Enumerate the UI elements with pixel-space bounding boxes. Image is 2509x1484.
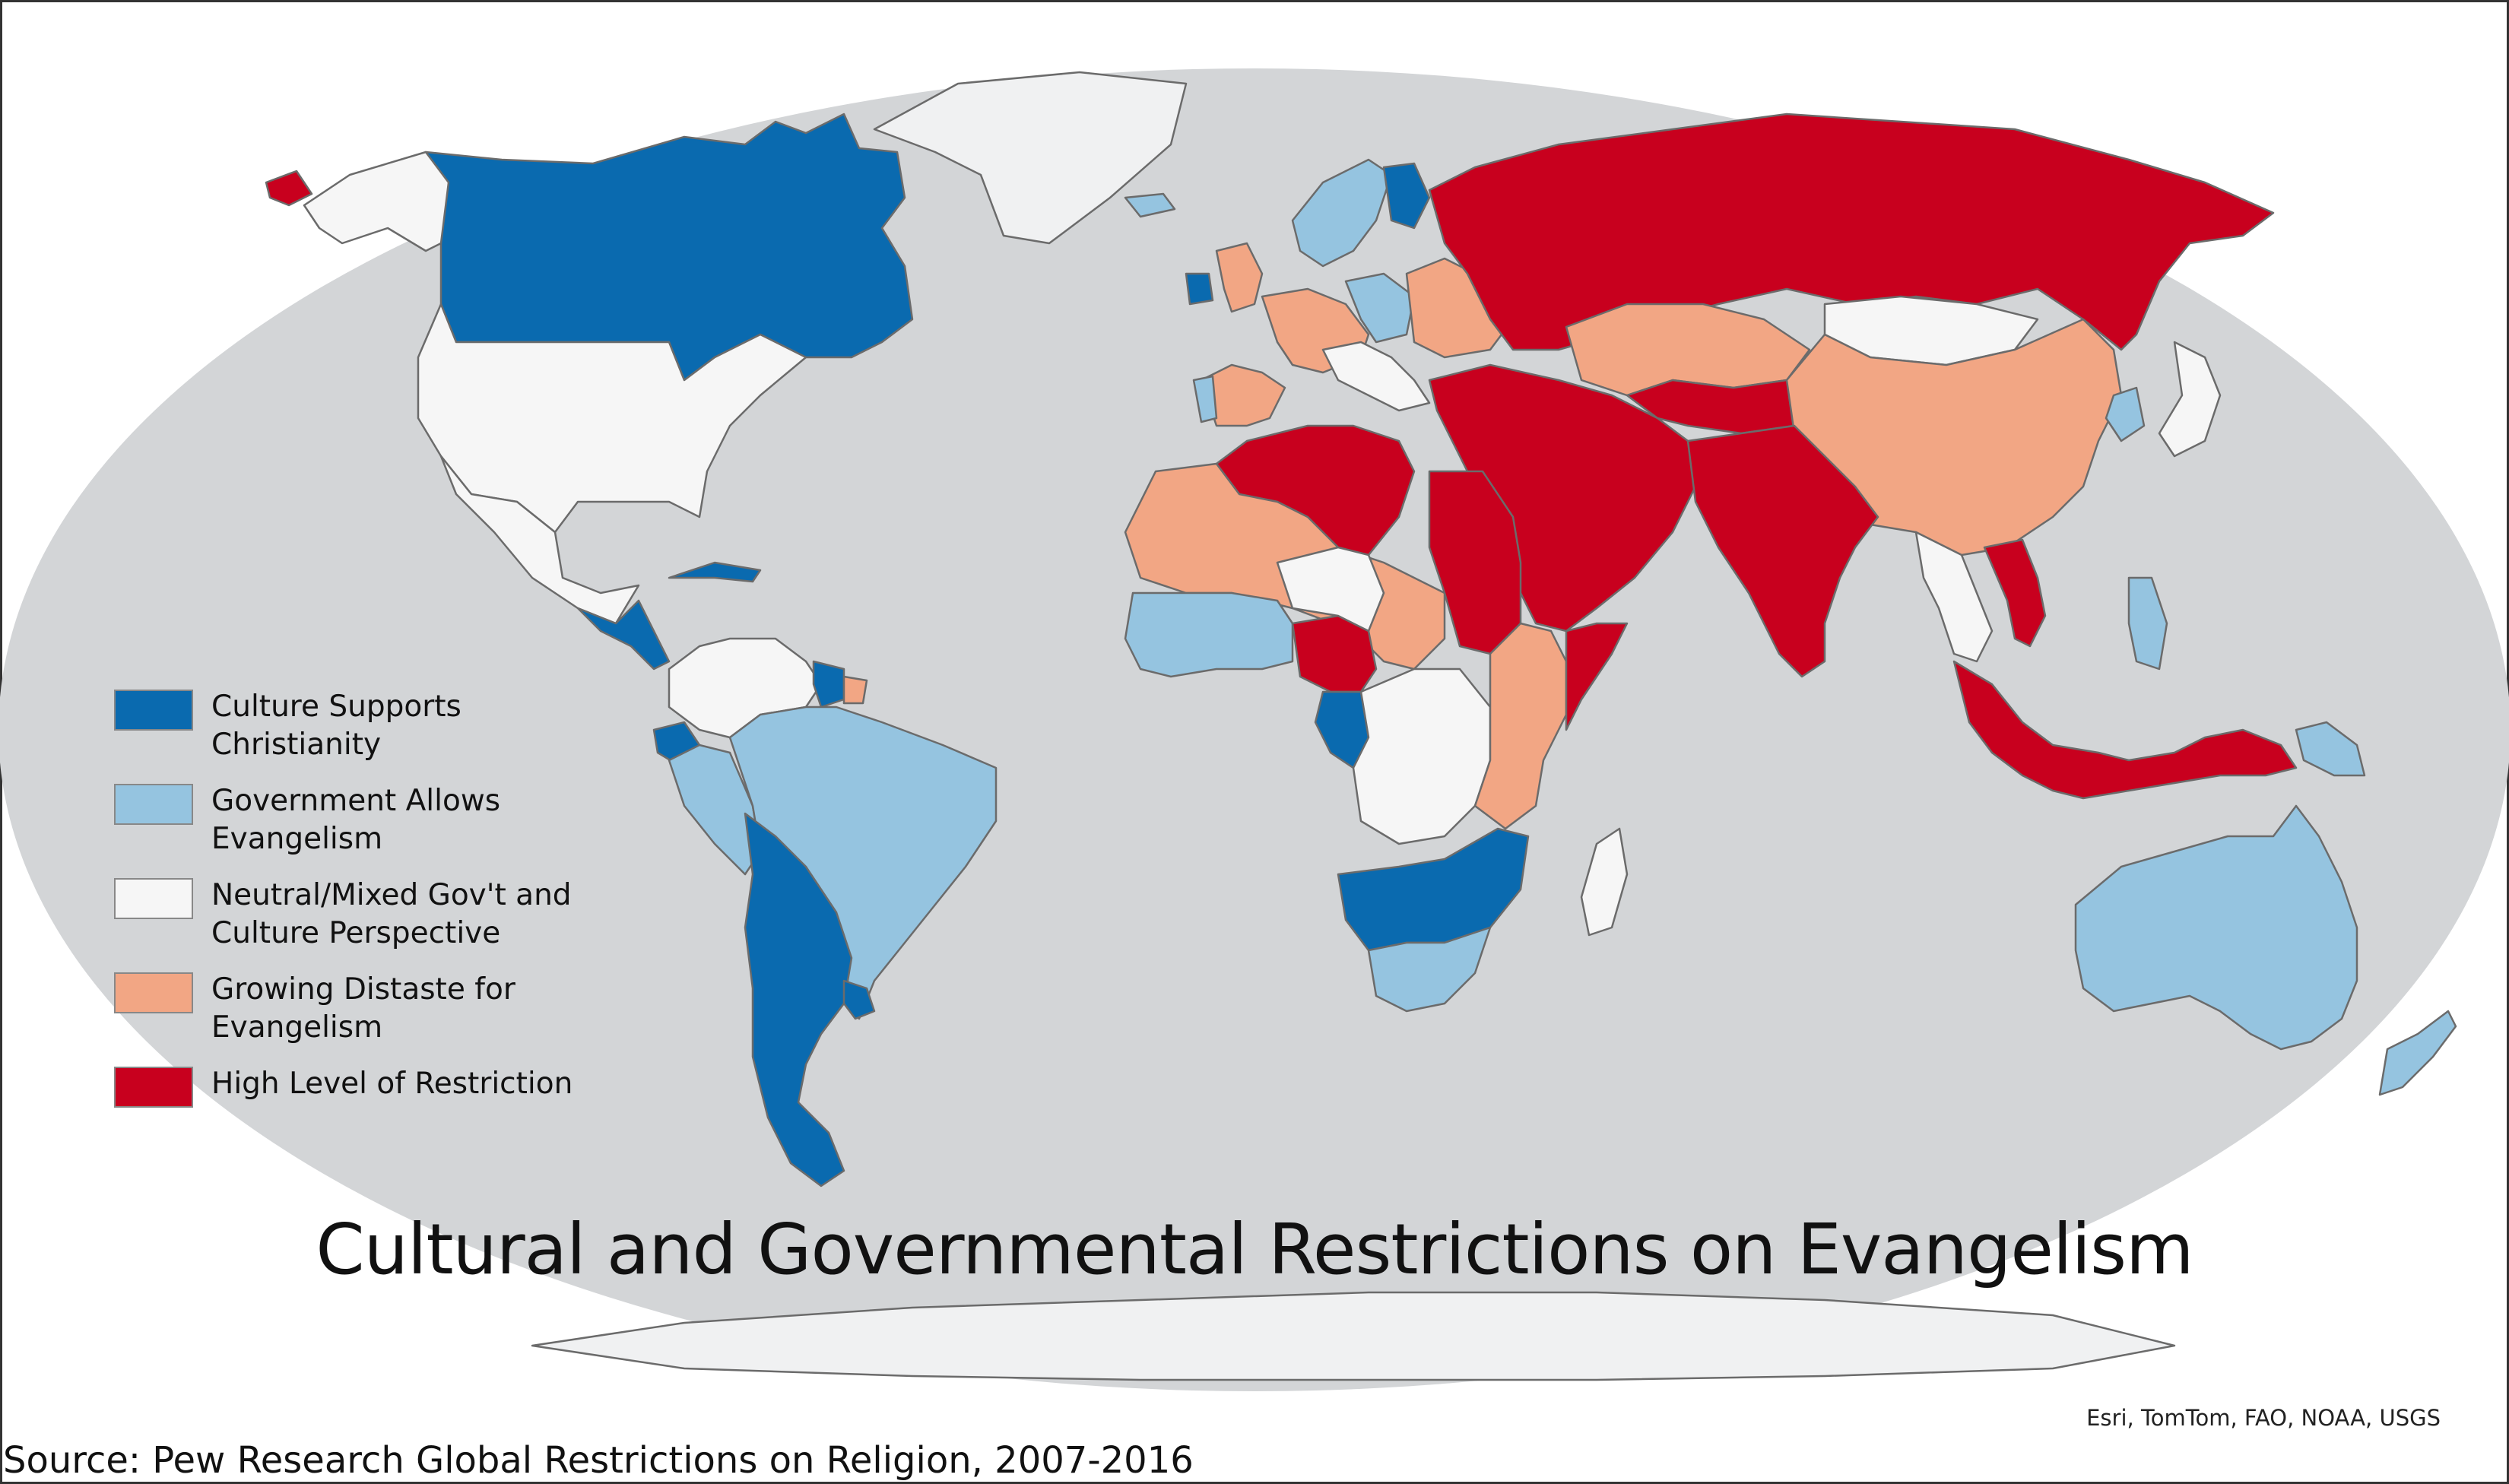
country-uk — [1215, 242, 1264, 313]
country-east-africa — [1473, 622, 1568, 830]
country-indonesia — [1952, 660, 2298, 800]
country-papua-new-guinea — [2295, 721, 2366, 777]
legend-swatch-distaste — [114, 972, 193, 1013]
legend-label-distaste: Growing Distaste for Evangelism — [211, 972, 515, 1045]
country-iceland — [1124, 192, 1176, 218]
country-italy-balkans — [1321, 341, 1431, 412]
country-canada — [424, 113, 914, 382]
legend-swatch-neutral — [114, 878, 193, 919]
legend-label-neutral: Neutral/Mixed Gov't and Culture Perspecti… — [211, 878, 572, 950]
country-guyana-suriname — [812, 660, 845, 709]
country-madagascar — [1580, 827, 1629, 937]
legend-label-supports: Culture Supports Christianity — [211, 690, 462, 762]
legend-item-supports: Culture Supports Christianity — [114, 688, 607, 782]
country-caribbean — [668, 561, 762, 583]
country-russia — [1428, 113, 2275, 351]
country-antarctica — [531, 1291, 2176, 1381]
country-iberia — [1200, 363, 1286, 427]
map-credits: Esri, TomTom, FAO, NOAA, USGS — [2086, 1405, 2441, 1431]
country-greenland — [873, 71, 1188, 245]
country-korea — [2105, 386, 2146, 442]
legend-item-allows: Government Allows Evangelism — [114, 782, 607, 877]
country-venezuela-colombia — [668, 637, 823, 739]
country-portugal — [1192, 375, 1218, 423]
legend-swatch-supports — [114, 690, 193, 731]
country-scandinavia — [1291, 158, 1393, 268]
country-chukotka-tip — [265, 170, 313, 207]
legend-item-restricted: High Level of Restriction — [114, 1065, 607, 1159]
legend-item-neutral: Neutral/Mixed Gov't and Culture Perspecti… — [114, 877, 607, 971]
legend: Culture Supports Christianity Government … — [114, 688, 607, 1159]
country-southern-africa-supports — [1337, 827, 1530, 952]
country-uruguay — [842, 979, 876, 1020]
country-french-guiana — [842, 675, 868, 705]
country-new-zealand — [2378, 1010, 2457, 1096]
legend-item-distaste: Growing Distaste for Evangelism — [114, 971, 607, 1065]
country-central-europe — [1344, 272, 1416, 344]
country-central-america — [576, 599, 671, 671]
country-west-africa — [1124, 591, 1294, 678]
country-south-africa — [1367, 926, 1492, 1013]
legend-swatch-restricted — [114, 1067, 193, 1108]
country-vietnam — [1983, 538, 2047, 648]
country-bolivia-paraguay-chile-argentina — [744, 812, 853, 1188]
country-mexico — [439, 455, 640, 625]
country-japan — [2158, 341, 2222, 458]
country-finland — [1382, 162, 1431, 230]
legend-swatch-allows — [114, 784, 193, 825]
legend-label-restricted: High Level of Restriction — [211, 1067, 573, 1101]
country-south-asia — [1686, 424, 1879, 678]
legend-label-allows: Government Allows Evangelism — [211, 784, 501, 856]
country-ireland — [1185, 272, 1214, 306]
map-title: Cultural and Governmental Restrictions o… — [316, 1209, 2193, 1290]
country-australia — [2074, 804, 2358, 1051]
country-central-africa — [1352, 667, 1492, 845]
country-niger-chad — [1276, 546, 1385, 633]
country-philippines — [2127, 576, 2168, 671]
country-southeast-asia — [1914, 531, 1994, 663]
country-alaska — [303, 151, 450, 252]
country-somalia — [1565, 622, 1629, 731]
source-note: Source: Pew Research Global Restrictions… — [3, 1439, 1194, 1482]
